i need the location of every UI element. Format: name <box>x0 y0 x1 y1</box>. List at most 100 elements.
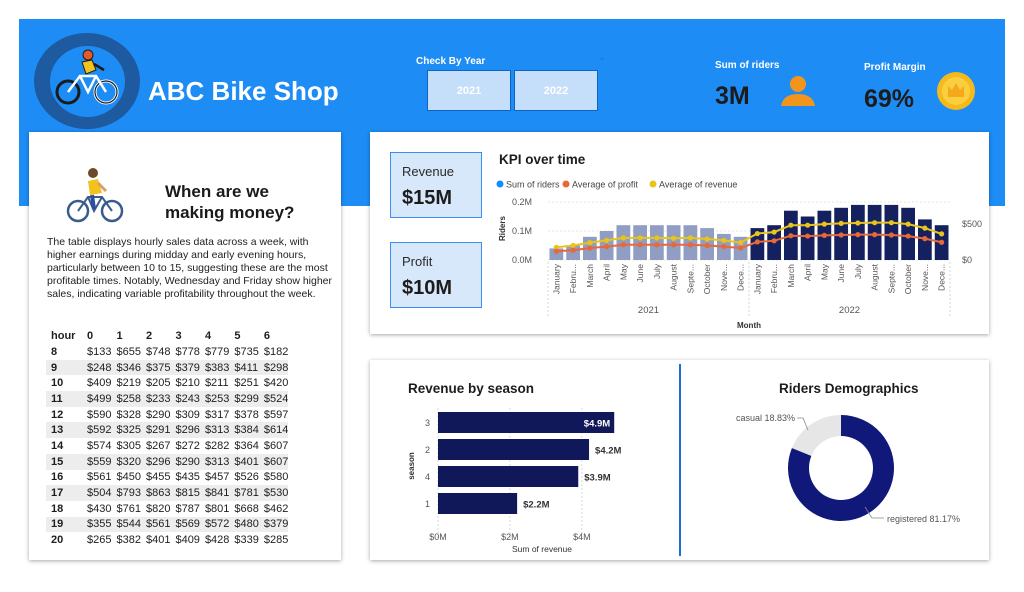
table-header: 1 <box>116 330 123 342</box>
x-tick-label: April <box>602 264 612 281</box>
hour-cell: 20 <box>51 534 64 547</box>
table-row: 19 $355 $544 $561 $569 $572 $480 $379 <box>46 516 289 533</box>
sales-cell: $379 <box>258 516 289 533</box>
y-tick-label: 2 <box>425 445 430 455</box>
revenue-point <box>821 221 827 227</box>
data-label: $4.9M <box>584 419 610 430</box>
sales-cell: $411 <box>229 359 259 376</box>
sales-cell: $378 <box>234 408 259 421</box>
sales-cell: $787 <box>175 502 200 515</box>
x-tick-label: $2M <box>501 532 519 542</box>
donut-slice <box>791 415 841 456</box>
year-filter-label: Check By Year <box>416 56 486 67</box>
hour-cell: 9 <box>46 359 82 376</box>
sales-cell: $779 <box>204 345 230 358</box>
sales-cell: $820 <box>145 502 171 515</box>
sales-cell: $781 <box>229 485 259 501</box>
x-axis-title: Sum of revenue <box>512 544 572 554</box>
data-label: $4.2M <box>595 446 621 457</box>
sales-cell: $526 <box>234 471 259 484</box>
profit-point <box>872 232 878 238</box>
x-tick-label: April <box>803 264 813 281</box>
hour-cell: 13 <box>46 422 82 439</box>
rider-bar <box>549 248 564 260</box>
sales-cell: $379 <box>170 359 200 376</box>
revenue-point <box>888 220 894 226</box>
table-row: 16 $561 $450 $455 $435 $457 $526 $580 <box>46 470 288 486</box>
table-header: 4 <box>204 330 212 342</box>
profit-point <box>721 243 727 250</box>
chevron-down-icon[interactable]: ⌄ <box>598 52 607 63</box>
sales-cell: $428 <box>204 534 230 547</box>
sales-cell: $614 <box>258 422 289 439</box>
profit-point <box>771 238 777 244</box>
sales-cell: $457 <box>204 471 230 484</box>
legend-label: Average of revenue <box>659 180 737 190</box>
sales-cell: $607 <box>263 439 289 452</box>
profit-point <box>838 232 844 238</box>
x-tick-label: June <box>635 264 645 283</box>
sales-cell: $346 <box>111 359 141 376</box>
year-button-2022[interactable]: 2022 <box>514 70 598 111</box>
sales-cell: $401 <box>229 453 259 470</box>
table-row: 11 $499 $258 $233 $243 $253 $299 $524 <box>46 391 289 407</box>
sales-cell: $299 <box>229 391 259 407</box>
sales-cell: $253 <box>199 391 230 407</box>
table-header: 2 <box>145 330 153 342</box>
sales-cell: $420 <box>263 377 289 390</box>
y-tick-label: 0.1M <box>512 226 532 236</box>
sales-cell: $265 <box>87 534 112 547</box>
sales-cell: $801 <box>204 502 230 515</box>
story-title: When are we making money? <box>165 181 294 223</box>
legend-label: Average of profit <box>572 180 638 190</box>
y-tick-label: 0.0M <box>512 255 532 265</box>
y-tick-label: 4 <box>425 472 430 482</box>
x-axis-title: Month <box>737 321 761 330</box>
profit-point <box>620 242 626 248</box>
profit-point <box>671 242 677 248</box>
revenue-point <box>553 244 559 250</box>
sales-cell: $305 <box>116 439 141 452</box>
y-tick-label: 1 <box>425 499 430 509</box>
table-header-row: hour 0 1 2 3 4 5 6 <box>46 328 288 344</box>
divider <box>679 364 681 556</box>
revenue-point <box>771 229 777 235</box>
x-tick-label: June <box>836 264 846 283</box>
profit-point <box>821 232 827 238</box>
x-tick-label: March <box>786 264 796 288</box>
sales-cell: $296 <box>170 422 200 439</box>
data-label: registered 81.17% <box>887 514 960 524</box>
profit-point <box>788 233 794 239</box>
y-tick-label: 0.2M <box>512 197 532 207</box>
coin-crown-icon <box>937 72 975 110</box>
revenue-point <box>872 220 878 226</box>
data-label: $2.2M <box>523 500 549 511</box>
sales-cell: $455 <box>145 471 171 484</box>
bike-logo-icon <box>55 49 119 105</box>
sales-cell: $133 <box>87 345 112 358</box>
y-axis-title: Riders <box>498 216 507 241</box>
sales-cell: $298 <box>258 359 289 376</box>
profit-point <box>553 248 559 254</box>
x-tick-label: May <box>618 263 628 280</box>
sales-cell: $182 <box>263 345 289 358</box>
sales-cell: $258 <box>111 391 141 407</box>
profit-point <box>654 242 660 248</box>
sales-cell: $569 <box>170 516 200 533</box>
hour-cell: 17 <box>46 485 82 501</box>
year-button-2021[interactable]: 2021 <box>427 70 511 111</box>
revenue-point <box>620 235 626 241</box>
sales-cell: $401 <box>145 534 171 547</box>
profit-line <box>556 233 942 253</box>
sales-cell: $561 <box>140 516 171 533</box>
sales-cell: $748 <box>145 345 171 358</box>
table-header: 5 <box>234 330 241 342</box>
sales-cell: $233 <box>140 391 171 407</box>
x-tick-label: Septe... <box>685 264 695 293</box>
hour-cell: 18 <box>51 502 64 515</box>
revenue-by-season-chart: $0M $2M $4M 3 $4.9M 2 $4.2M 4 $3.9M 1 $2.2M season S… <box>407 408 622 554</box>
revenue-point <box>721 237 727 244</box>
sales-cell: $375 <box>140 359 171 376</box>
revenue-point <box>604 237 610 244</box>
donut-slice <box>788 415 894 521</box>
